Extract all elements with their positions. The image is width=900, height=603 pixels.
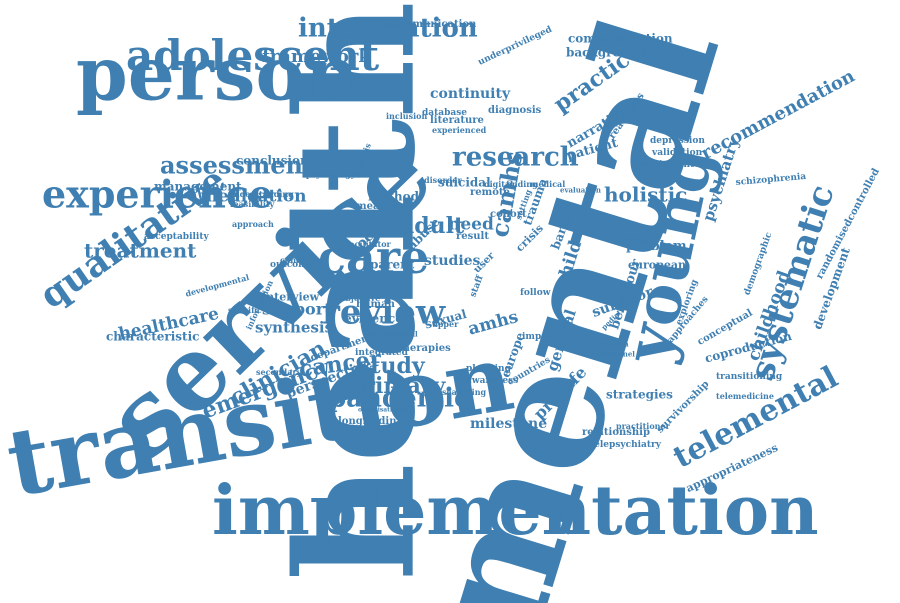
word: need — [448, 214, 494, 235]
word: adult — [400, 212, 465, 239]
word: assessment — [160, 150, 315, 180]
word: communication — [568, 31, 673, 46]
word: integrated — [355, 347, 408, 358]
word: review — [322, 292, 446, 333]
word: medication — [200, 186, 307, 207]
word: primary — [348, 372, 446, 399]
word: adolescent — [126, 31, 380, 81]
word: psychosocial — [368, 329, 418, 339]
word: transitioning — [716, 371, 783, 382]
word: planning — [466, 363, 511, 374]
word: validation — [652, 147, 703, 158]
word: acceptability — [144, 231, 209, 242]
word: telepsychiatry — [590, 439, 662, 450]
word: specific — [228, 304, 262, 315]
word: experience — [42, 171, 274, 217]
word: human — [356, 299, 395, 311]
word: background — [566, 45, 647, 60]
word: impact — [522, 331, 557, 342]
word: study — [358, 352, 425, 379]
word: conclusion — [236, 153, 309, 168]
word: finding — [506, 178, 538, 189]
word: care — [318, 230, 430, 285]
word: upper — [432, 318, 459, 329]
word: diagnosis — [488, 105, 542, 117]
word: effective — [620, 235, 654, 245]
word: parent — [370, 257, 415, 272]
word: european — [628, 258, 686, 272]
word: continuity — [430, 86, 511, 103]
word: participant — [638, 159, 695, 170]
word: longitudinal — [338, 416, 407, 428]
word: management — [154, 179, 242, 194]
word: approach — [232, 218, 274, 229]
word: support — [262, 299, 332, 319]
word: relationship — [582, 427, 650, 439]
word: depression — [650, 135, 705, 146]
word: secondary — [256, 366, 302, 377]
word: interview — [262, 290, 320, 304]
word: person — [76, 31, 359, 118]
word: problem — [626, 238, 687, 254]
word: evaluation — [560, 185, 601, 195]
word: personnel — [596, 349, 635, 359]
word: telemedicine — [716, 390, 774, 401]
word: framework — [262, 45, 371, 67]
word: underprivileged — [476, 24, 554, 68]
word: cohort — [490, 209, 527, 221]
word: digital — [484, 178, 514, 189]
word: implementation — [212, 470, 819, 551]
word: understanding — [228, 188, 294, 199]
word: decision — [596, 339, 629, 349]
word: objective — [340, 292, 381, 303]
word: result — [456, 231, 489, 243]
word: holistic — [604, 182, 688, 207]
word: medical — [530, 178, 566, 189]
word: database — [422, 107, 468, 118]
word: research — [452, 142, 579, 173]
word: pandemic — [328, 383, 470, 414]
word: feasibility — [230, 198, 275, 209]
word: condition — [280, 254, 323, 265]
word: outcome — [270, 259, 314, 270]
word: studies — [424, 253, 481, 270]
word: suicidal — [438, 175, 491, 190]
word: schizophrenia — [735, 171, 807, 188]
word: facilitator — [346, 238, 391, 249]
word: strategies — [606, 387, 673, 402]
word: awareness — [466, 375, 519, 386]
word: intervention — [298, 13, 478, 44]
word: therapies — [398, 343, 451, 355]
word: evidence — [344, 311, 403, 326]
word: method — [368, 189, 419, 204]
word: psychology — [306, 168, 356, 179]
word: milestone — [470, 416, 548, 433]
word: measure — [356, 201, 404, 213]
word: organisational — [358, 406, 407, 414]
word: treatment — [84, 238, 197, 263]
word: inclusion — [386, 110, 428, 121]
word: remote — [470, 187, 510, 199]
word: characteristic — [106, 329, 200, 344]
word: experienced — [432, 124, 487, 135]
word: literature — [430, 115, 484, 127]
word: searching — [442, 386, 487, 397]
word: telecommunication — [368, 19, 477, 31]
word: follow — [520, 287, 551, 298]
word: disorder — [424, 174, 462, 185]
word: synthesis — [255, 318, 334, 337]
word: practitioner — [616, 420, 670, 431]
